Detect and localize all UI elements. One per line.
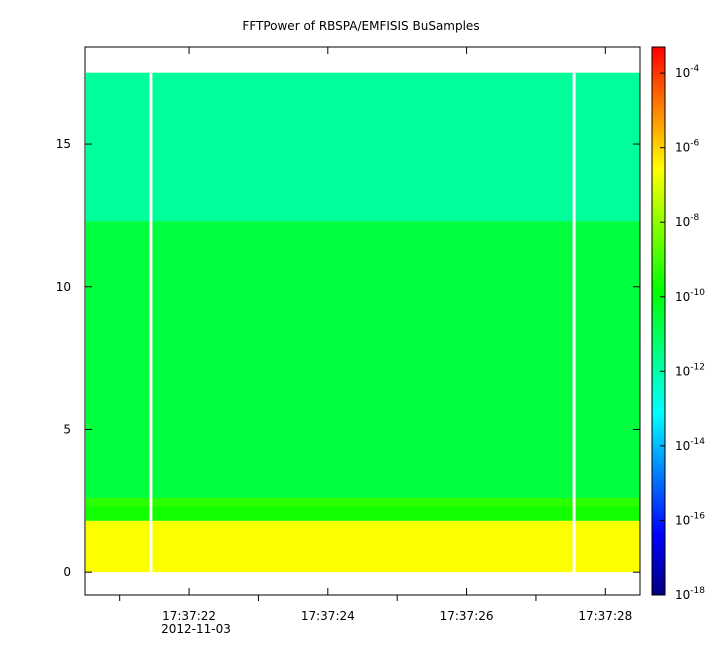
colorbar: 10-4 10-6 10-8 10-10 10-12 10-14 10-16 10-18 (651, 46, 705, 602)
y-tick-label: 15 (56, 137, 71, 151)
spectrogram-band-4 (86, 221, 640, 498)
plot-frame (84, 46, 641, 596)
y-tick-label: 0 (63, 565, 71, 579)
colorbar-tick-label: 10-18 (675, 586, 705, 602)
x-tick-label: 17:37:24 (301, 609, 355, 623)
x-tick-label: 17:37:28 (578, 609, 632, 623)
y-axis: 0 5 10 15 (56, 137, 640, 579)
y-tick-label: 5 (63, 422, 71, 436)
colorbar-gradient (651, 46, 666, 596)
spectrogram-band-2 (86, 506, 640, 521)
colorbar-tick-label: 10-16 (675, 511, 705, 527)
colorbar-tick-label: 10-6 (675, 139, 700, 155)
spectrogram-band-1 (86, 520, 640, 573)
x-tick-label: 17:37:22 (162, 609, 216, 623)
x-tick-label: 17:37:26 (440, 609, 494, 623)
x-date-label: 2012-11-03 (161, 622, 231, 636)
plot-area (84, 46, 641, 596)
spectrogram-band-3 (86, 497, 640, 507)
data-gap-2 (572, 72, 576, 573)
spectrogram-bands (86, 72, 640, 573)
chart-title: FFTPower of RBSPA/EMFISIS BuSamples (242, 19, 479, 33)
colorbar-tick-label: 10-8 (675, 213, 700, 229)
colorbar-tick-label: 10-10 (675, 288, 705, 304)
spectrogram-band-5 (86, 72, 640, 222)
colorbar-tick-label: 10-14 (675, 437, 705, 453)
y-tick-label: 10 (56, 280, 71, 294)
x-axis: 17:37:22 17:37:24 17:37:26 17:37:28 (119, 47, 632, 623)
colorbar-tick-label: 10-12 (675, 362, 705, 378)
data-gap-1 (149, 72, 153, 573)
colorbar-tick-label: 10-4 (675, 64, 700, 80)
data-gaps (149, 72, 576, 573)
